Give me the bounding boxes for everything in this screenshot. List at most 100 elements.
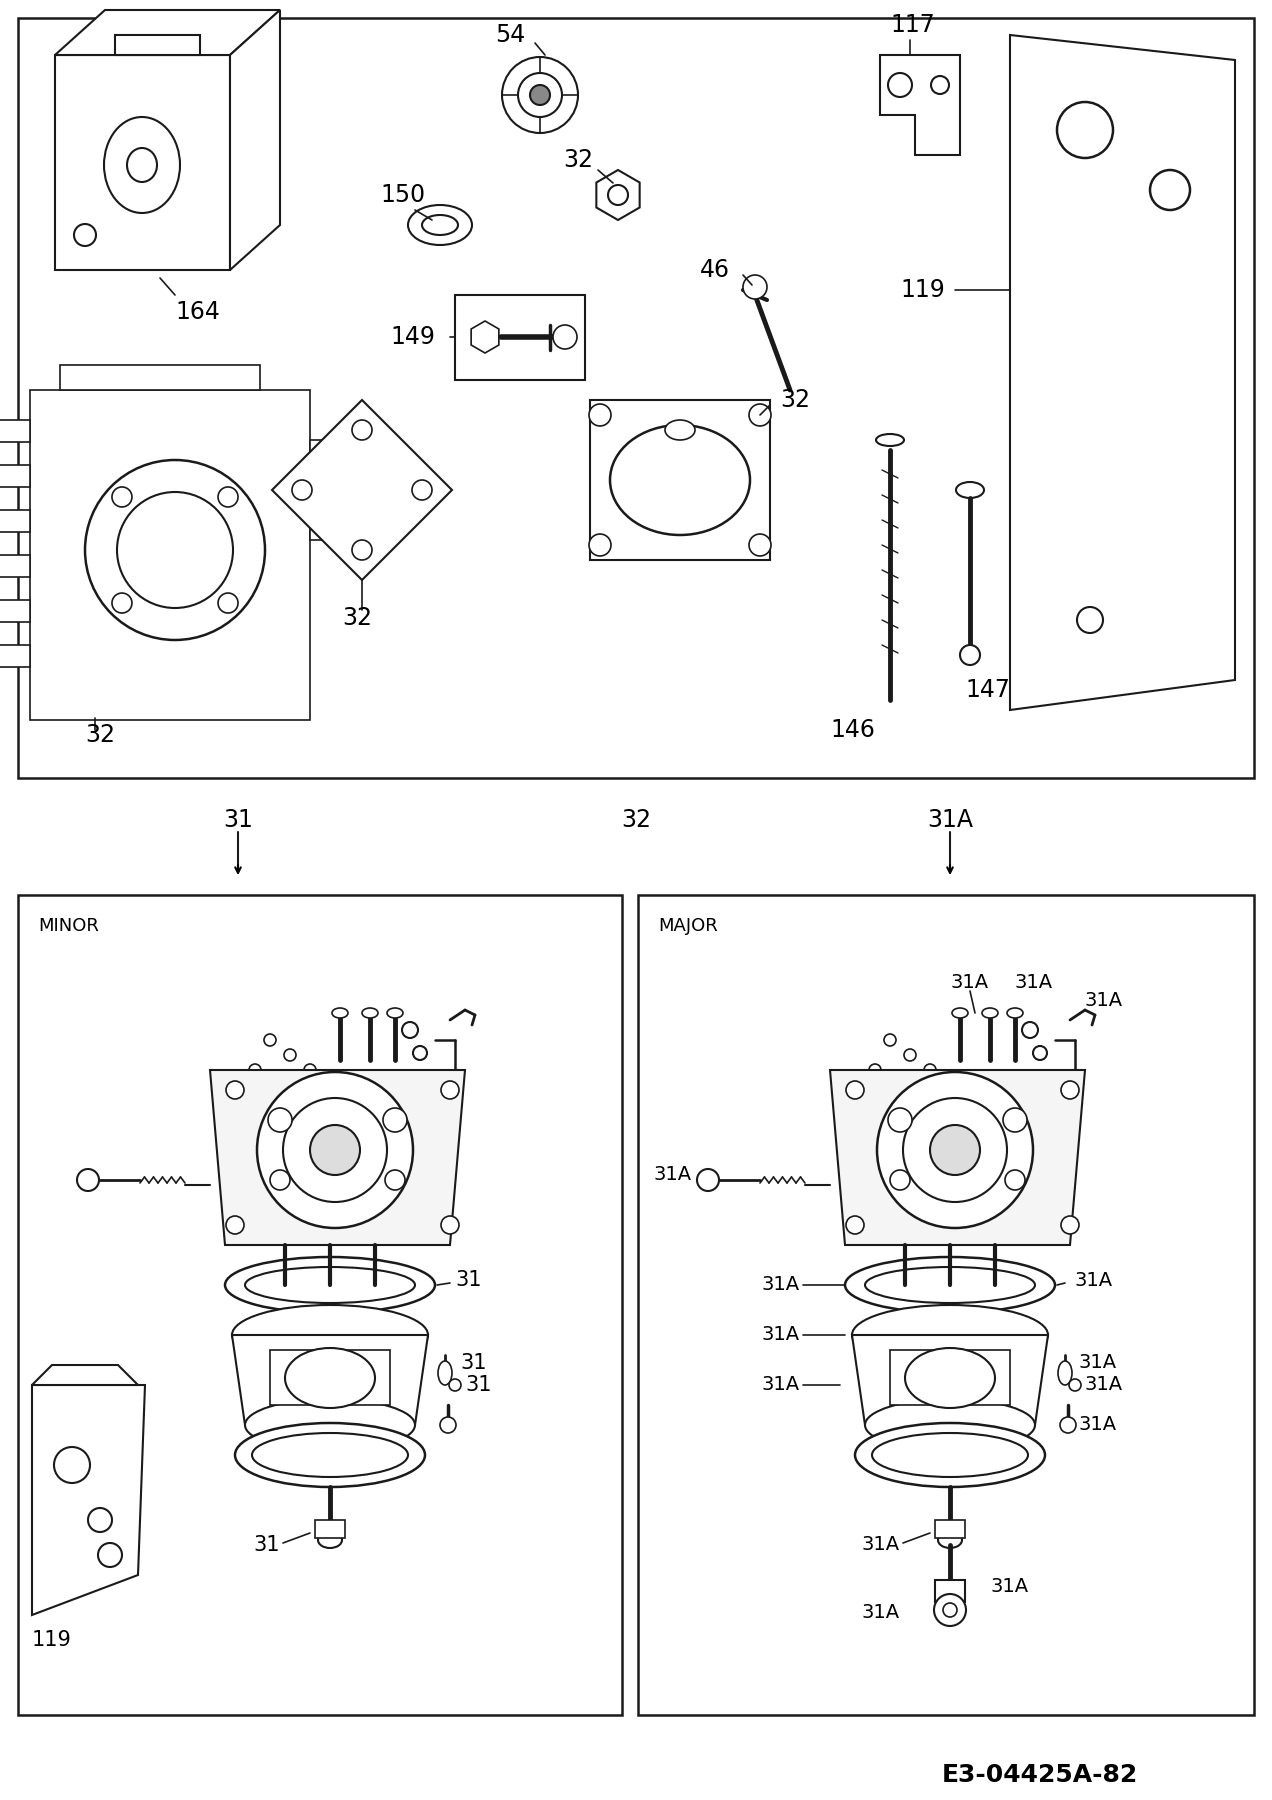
Ellipse shape: [845, 1256, 1054, 1312]
Ellipse shape: [104, 117, 181, 212]
Circle shape: [934, 1595, 965, 1625]
Ellipse shape: [332, 1008, 349, 1019]
Text: 46: 46: [700, 257, 730, 283]
Circle shape: [1077, 607, 1103, 634]
Bar: [590, 400, 770, 560]
Text: 164: 164: [176, 301, 220, 324]
Polygon shape: [55, 11, 280, 56]
Bar: [639, 895, 1254, 1715]
Text: 32: 32: [85, 724, 114, 747]
Bar: [31, 391, 310, 720]
Circle shape: [589, 535, 611, 556]
Bar: [315, 1519, 345, 1537]
Circle shape: [218, 592, 238, 614]
Ellipse shape: [611, 425, 750, 535]
Circle shape: [1060, 1417, 1076, 1433]
Circle shape: [249, 1064, 261, 1076]
Ellipse shape: [245, 1399, 415, 1451]
Text: 117: 117: [890, 13, 935, 38]
Polygon shape: [32, 1384, 145, 1615]
Text: 146: 146: [831, 718, 875, 742]
Text: 31A: 31A: [762, 1325, 800, 1345]
Circle shape: [218, 488, 238, 508]
Text: 150: 150: [380, 184, 425, 207]
Text: 31A: 31A: [1015, 974, 1053, 992]
Polygon shape: [232, 1336, 427, 1426]
Circle shape: [304, 1064, 315, 1076]
Circle shape: [888, 74, 912, 97]
Circle shape: [257, 1073, 413, 1228]
Circle shape: [890, 1170, 909, 1190]
Bar: [935, 1519, 965, 1537]
Circle shape: [589, 403, 611, 427]
Polygon shape: [1010, 34, 1235, 709]
Text: 31A: 31A: [990, 1577, 1028, 1597]
Ellipse shape: [408, 205, 472, 245]
Polygon shape: [471, 320, 499, 353]
Polygon shape: [230, 11, 280, 270]
Circle shape: [518, 74, 562, 117]
Text: 31A: 31A: [1077, 1415, 1116, 1435]
Circle shape: [352, 419, 371, 439]
Text: 31A: 31A: [1077, 1354, 1116, 1372]
Ellipse shape: [225, 1256, 435, 1312]
Circle shape: [74, 223, 95, 247]
Circle shape: [1004, 1109, 1027, 1132]
Polygon shape: [272, 400, 452, 580]
Text: 31: 31: [460, 1354, 486, 1373]
Text: 31A: 31A: [862, 1535, 901, 1555]
Ellipse shape: [232, 1305, 427, 1364]
Text: 32: 32: [780, 389, 810, 412]
Bar: [455, 295, 585, 380]
Circle shape: [412, 481, 432, 500]
Circle shape: [53, 1447, 90, 1483]
Text: E3-04425A-82: E3-04425A-82: [941, 1762, 1138, 1787]
Circle shape: [876, 1073, 1033, 1228]
Text: 31: 31: [466, 1375, 491, 1395]
Circle shape: [502, 58, 577, 133]
Circle shape: [888, 1109, 912, 1132]
Polygon shape: [0, 599, 31, 623]
Polygon shape: [0, 419, 31, 443]
Circle shape: [960, 644, 979, 664]
Text: 31A: 31A: [1075, 1271, 1113, 1289]
Text: 31: 31: [253, 1535, 280, 1555]
Ellipse shape: [252, 1433, 408, 1478]
Ellipse shape: [318, 1532, 342, 1548]
Text: 31A: 31A: [762, 1276, 800, 1294]
Ellipse shape: [951, 1008, 968, 1019]
Circle shape: [413, 1046, 427, 1060]
Ellipse shape: [855, 1424, 1046, 1487]
Circle shape: [226, 1217, 244, 1235]
Polygon shape: [210, 1069, 466, 1246]
Polygon shape: [310, 439, 350, 540]
Circle shape: [869, 1064, 881, 1076]
Circle shape: [402, 1022, 418, 1039]
Circle shape: [440, 1417, 455, 1433]
Ellipse shape: [422, 214, 458, 236]
Circle shape: [98, 1543, 122, 1568]
Circle shape: [749, 403, 771, 427]
Circle shape: [385, 1170, 404, 1190]
Circle shape: [441, 1217, 459, 1235]
Polygon shape: [270, 1350, 391, 1406]
Text: 32: 32: [563, 148, 593, 173]
Polygon shape: [852, 1336, 1048, 1426]
Circle shape: [85, 461, 265, 641]
Circle shape: [1068, 1379, 1081, 1391]
Text: 31A: 31A: [654, 1166, 692, 1184]
Circle shape: [449, 1379, 460, 1391]
Text: 119: 119: [32, 1631, 73, 1651]
Circle shape: [1005, 1170, 1025, 1190]
Polygon shape: [0, 509, 31, 533]
Text: 119: 119: [901, 277, 945, 302]
Polygon shape: [55, 56, 230, 270]
Polygon shape: [890, 1350, 1010, 1406]
Ellipse shape: [873, 1433, 1028, 1478]
Text: 31A: 31A: [862, 1604, 901, 1622]
Circle shape: [268, 1109, 293, 1132]
Circle shape: [112, 488, 132, 508]
Ellipse shape: [665, 419, 695, 439]
Ellipse shape: [387, 1008, 403, 1019]
Ellipse shape: [245, 1267, 415, 1303]
